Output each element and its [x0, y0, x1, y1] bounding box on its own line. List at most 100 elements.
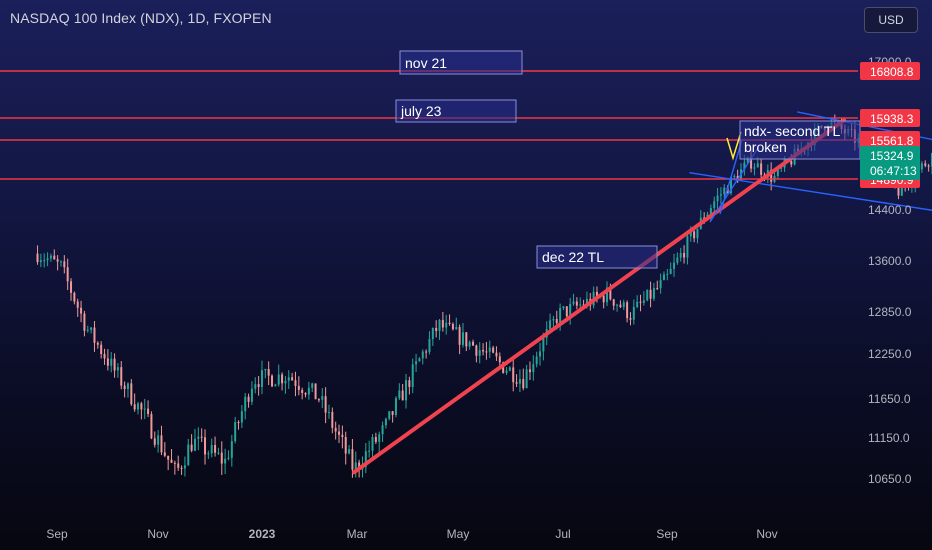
- annotation-text: broken: [744, 139, 787, 155]
- candle-body: [374, 437, 377, 442]
- candle-body: [126, 383, 129, 390]
- horizontal-levels: [0, 70, 858, 180]
- candle-body: [575, 301, 578, 306]
- candle-body: [210, 444, 213, 454]
- candle-body: [760, 163, 763, 175]
- candle-body: [207, 453, 210, 455]
- candle-body: [143, 408, 146, 410]
- candle-body: [438, 320, 441, 331]
- candle-body: [729, 176, 732, 194]
- candle-body: [167, 455, 170, 460]
- price-level-badge-text: 15938.3: [870, 112, 914, 126]
- candle-body: [468, 341, 471, 347]
- candle-body: [636, 301, 639, 307]
- candle-body: [445, 322, 448, 328]
- candle-body: [528, 369, 531, 373]
- level-label-nov21-box: [399, 50, 523, 75]
- currency-button[interactable]: USD: [864, 7, 918, 33]
- candle-body: [133, 404, 136, 410]
- candle-body: [86, 329, 89, 331]
- candle-body: [120, 367, 123, 386]
- candle-body: [542, 337, 545, 352]
- candle-body: [388, 411, 391, 419]
- candle-body: [401, 390, 404, 401]
- candle-body: [341, 434, 344, 438]
- candle-body: [485, 351, 488, 353]
- candle-body: [415, 361, 418, 365]
- candle-body: [334, 427, 337, 432]
- candle-body: [572, 301, 575, 304]
- candle-body: [549, 320, 552, 330]
- candle-body: [66, 267, 69, 282]
- candle-body: [927, 165, 930, 167]
- x-tick-label: 2023: [249, 527, 276, 541]
- y-tick-label: 11650.0: [868, 392, 911, 406]
- level-label-nov21-text: nov 21: [405, 55, 447, 71]
- candle-body: [284, 380, 287, 384]
- candle-body: [358, 462, 361, 470]
- y-tick-label: 14400.0: [868, 203, 912, 217]
- candle-body: [539, 351, 542, 357]
- candle-body: [696, 228, 699, 239]
- candle-body: [193, 438, 196, 451]
- candle-body: [237, 422, 240, 424]
- candle-body: [49, 255, 52, 259]
- candle-body: [649, 289, 652, 299]
- candle-body: [130, 383, 133, 405]
- candle-body: [267, 369, 270, 376]
- candle-body: [314, 383, 317, 400]
- candle-body: [532, 364, 535, 373]
- candle-body: [776, 168, 779, 176]
- candle-body: [247, 396, 250, 402]
- x-tick-label: May: [447, 527, 470, 541]
- candle-body: [116, 367, 119, 371]
- candle-body: [398, 390, 401, 399]
- candle-body: [408, 380, 411, 387]
- candle-body: [924, 163, 927, 166]
- candle-body: [294, 380, 297, 386]
- level-labels: nov 21 july 23 dec 22 TL ndx- second TLbrok…: [395, 50, 861, 269]
- candle-body: [254, 384, 257, 389]
- candle-body: [348, 449, 351, 454]
- candle-body: [897, 185, 900, 196]
- candle-body: [512, 367, 515, 383]
- candle-body: [626, 302, 629, 319]
- candle-body: [451, 323, 454, 330]
- candle-body: [428, 339, 431, 353]
- candle-body: [93, 327, 96, 343]
- candle-body: [63, 261, 66, 268]
- candle-body: [606, 287, 609, 303]
- candle-body: [83, 313, 86, 331]
- candle-body: [391, 411, 394, 416]
- chart-title: NASDAQ 100 Index (NDX), 1D, FXOPEN: [10, 10, 272, 26]
- candle-body: [307, 387, 310, 395]
- candle-body: [338, 431, 341, 435]
- candle-body: [147, 408, 150, 415]
- candlestick-series: [36, 114, 932, 478]
- candle-body: [297, 385, 300, 390]
- candle-body: [418, 358, 421, 362]
- candle-body: [170, 459, 173, 463]
- candle-body: [264, 369, 267, 371]
- candle-body: [508, 367, 511, 371]
- candle-body: [565, 306, 568, 317]
- candle-body: [612, 299, 615, 306]
- price-level-badge-text: 15561.8: [870, 134, 914, 148]
- candle-body: [153, 438, 156, 445]
- candle-body: [257, 384, 260, 387]
- candle-body: [381, 425, 384, 435]
- y-tick-label: 10650.0: [868, 472, 912, 486]
- candle-body: [180, 467, 183, 469]
- candle-body: [80, 307, 83, 314]
- candle-body: [602, 295, 605, 303]
- candle-body: [522, 379, 525, 389]
- candle-body: [173, 462, 176, 464]
- breakout-line: [719, 139, 743, 215]
- check-mark-drawing: [726, 131, 742, 161]
- candle-body: [113, 358, 116, 371]
- last-price-badge: [860, 146, 920, 180]
- candle-body: [669, 268, 672, 274]
- candle-body: [364, 451, 367, 467]
- x-tick-label: Mar: [347, 527, 368, 541]
